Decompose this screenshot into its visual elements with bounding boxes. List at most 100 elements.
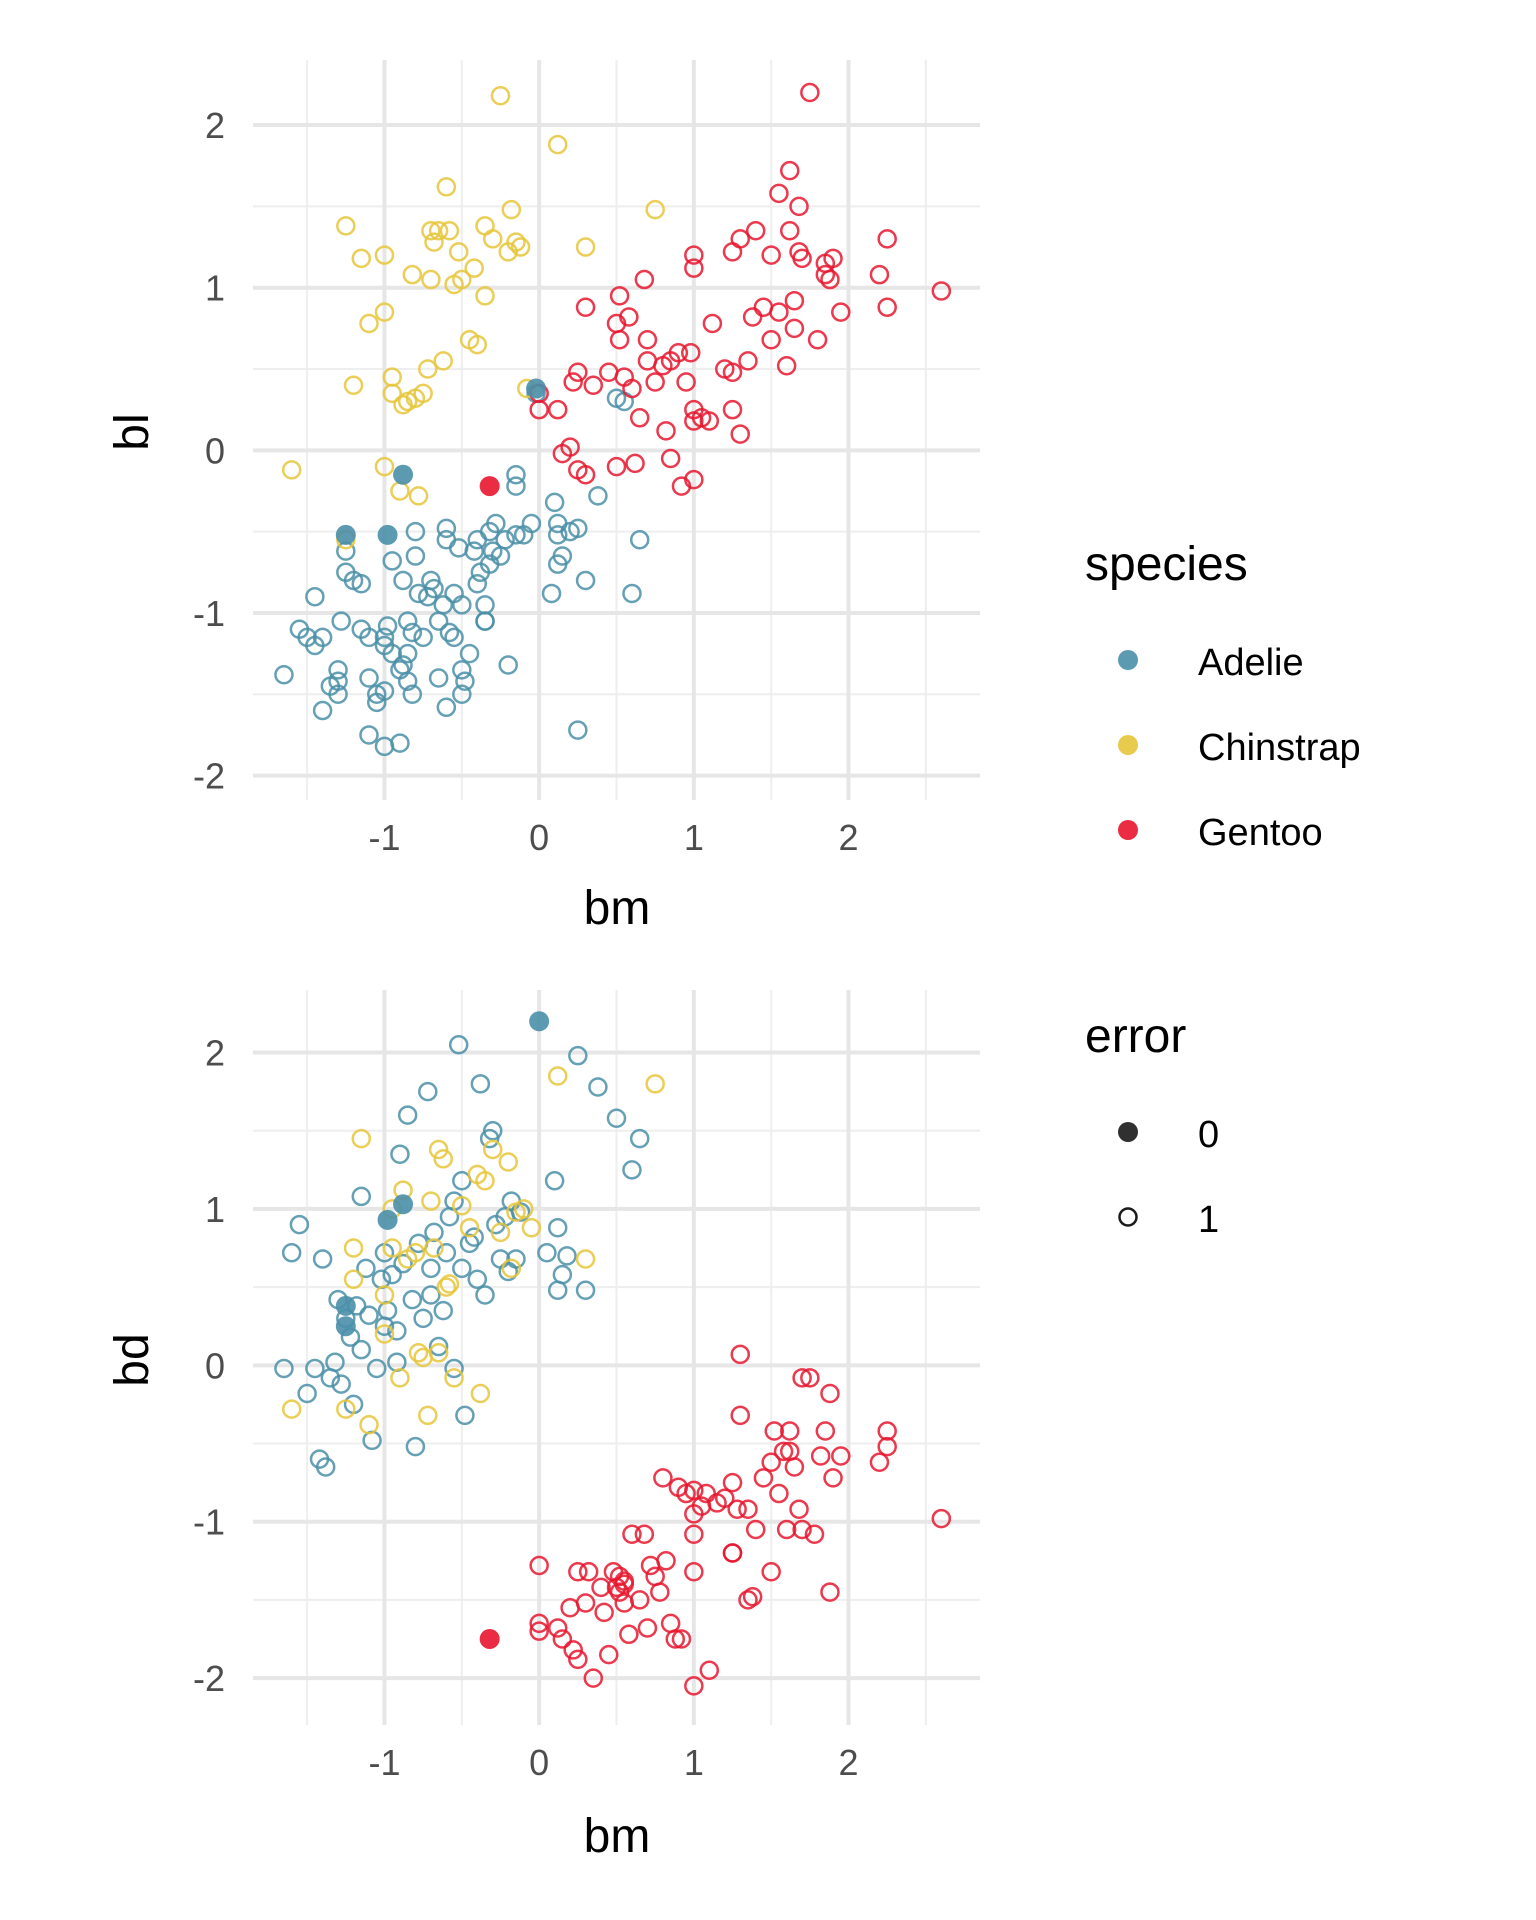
point-adelie <box>405 521 426 542</box>
point-adelie <box>436 1242 457 1263</box>
point-gentoo <box>625 453 645 474</box>
point-filled-gentoo <box>479 476 500 497</box>
point-gentoo <box>784 318 805 339</box>
point-gentoo <box>789 1499 809 1519</box>
point-gentoo <box>568 1561 588 1582</box>
point-gentoo <box>877 1436 897 1457</box>
point-adelie <box>495 530 515 550</box>
point-chinstrap <box>448 242 469 262</box>
point-chinstrap <box>359 313 379 334</box>
point-adelie <box>359 627 379 648</box>
point-adelie <box>547 1217 568 1238</box>
point-gentoo <box>779 160 800 181</box>
point-gentoo <box>722 1472 743 1493</box>
point-adelie <box>475 595 495 615</box>
point-gentoo <box>650 1582 670 1602</box>
point-chinstrap <box>501 1258 522 1279</box>
point-gentoo <box>547 1618 568 1638</box>
point-gentoo <box>684 1524 704 1544</box>
x-tick-label: 0 <box>529 1742 549 1783</box>
point-adelie <box>606 1108 627 1128</box>
point-adelie <box>467 1269 488 1290</box>
point-adelie <box>312 627 333 648</box>
point-gentoo <box>800 1368 820 1388</box>
point-gentoo <box>634 269 655 290</box>
point-gentoo <box>660 448 681 469</box>
point-adelie <box>390 1144 410 1164</box>
point-gentoo <box>727 1499 747 1519</box>
point-gentoo <box>609 286 630 306</box>
point-chinstrap <box>374 1285 395 1305</box>
point-gentoo <box>730 1344 750 1365</box>
point-gentoo <box>792 1368 812 1388</box>
point-gentoo <box>594 1602 614 1623</box>
point-adelie <box>359 725 379 745</box>
y-tick-label: -2 <box>193 756 225 797</box>
legend-label-adelie: Adelie <box>1198 642 1304 684</box>
legend-key-adelie <box>1118 650 1138 670</box>
point-adelie <box>455 1405 475 1426</box>
point-gentoo <box>869 264 890 285</box>
point-chinstrap <box>483 1139 503 1160</box>
point-chinstrap <box>498 1152 518 1172</box>
point-adelie <box>568 720 588 740</box>
point-adelie <box>521 513 542 534</box>
x-axis-title-bottom: bm <box>584 1810 651 1863</box>
point-adelie <box>467 573 488 594</box>
point-adelie <box>289 1214 310 1235</box>
x-tick-label: -1 <box>368 817 400 858</box>
point-adelie <box>506 476 526 496</box>
point-gentoo <box>629 1590 650 1610</box>
point-filled-adelie <box>393 464 414 485</box>
point-gentoo <box>568 362 588 383</box>
y-tick-label: 1 <box>205 268 225 309</box>
point-adelie <box>356 1258 376 1279</box>
point-adelie <box>387 1321 407 1341</box>
point-gentoo <box>820 1582 840 1602</box>
point-adelie <box>351 1339 372 1360</box>
point-gentoo <box>622 1524 642 1544</box>
point-filled-adelie <box>526 378 547 399</box>
point-gentoo <box>773 1441 794 1462</box>
point-chinstrap <box>408 1343 429 1363</box>
point-gentoo <box>637 1618 658 1638</box>
point-gentoo <box>823 248 843 269</box>
point-adelie <box>452 660 472 680</box>
point-gentoo <box>715 1488 735 1508</box>
point-adelie <box>444 1358 464 1379</box>
legend-label-chinstrap: Chinstrap <box>1198 727 1361 769</box>
point-chinstrap <box>281 1399 302 1419</box>
point-adelie <box>374 681 395 701</box>
point-gentoo <box>761 245 781 265</box>
point-chinstrap <box>483 229 503 249</box>
point-gentoo <box>656 421 676 441</box>
point-gentoo <box>831 1446 851 1466</box>
point-chinstrap <box>382 383 402 404</box>
point-filled-adelie <box>393 1194 414 1215</box>
point-chinstrap <box>575 237 596 257</box>
y-tick-label: 0 <box>205 430 225 471</box>
point-adelie <box>575 1280 596 1301</box>
point-gentoo <box>619 307 639 327</box>
point-gentoo <box>575 464 596 485</box>
point-chinstrap <box>402 264 423 285</box>
point-gentoo <box>815 1421 836 1441</box>
point-gentoo <box>591 1577 611 1598</box>
point-adelie <box>305 1358 325 1379</box>
point-gentoo <box>831 302 851 322</box>
point-gentoo <box>804 1524 825 1544</box>
point-chinstrap <box>281 460 302 480</box>
point-gentoo <box>784 290 805 311</box>
point-adelie <box>452 1258 472 1279</box>
point-gentoo <box>779 1421 800 1441</box>
point-chinstrap <box>351 248 372 269</box>
point-gentoo <box>645 1566 665 1587</box>
point-gentoo <box>684 1480 704 1501</box>
point-chinstrap <box>421 1191 441 1211</box>
x-tick-label: 2 <box>839 817 859 858</box>
point-chinstrap <box>439 221 460 241</box>
point-chinstrap <box>467 334 488 355</box>
point-adelie <box>537 1242 557 1263</box>
point-gentoo <box>776 1519 797 1540</box>
